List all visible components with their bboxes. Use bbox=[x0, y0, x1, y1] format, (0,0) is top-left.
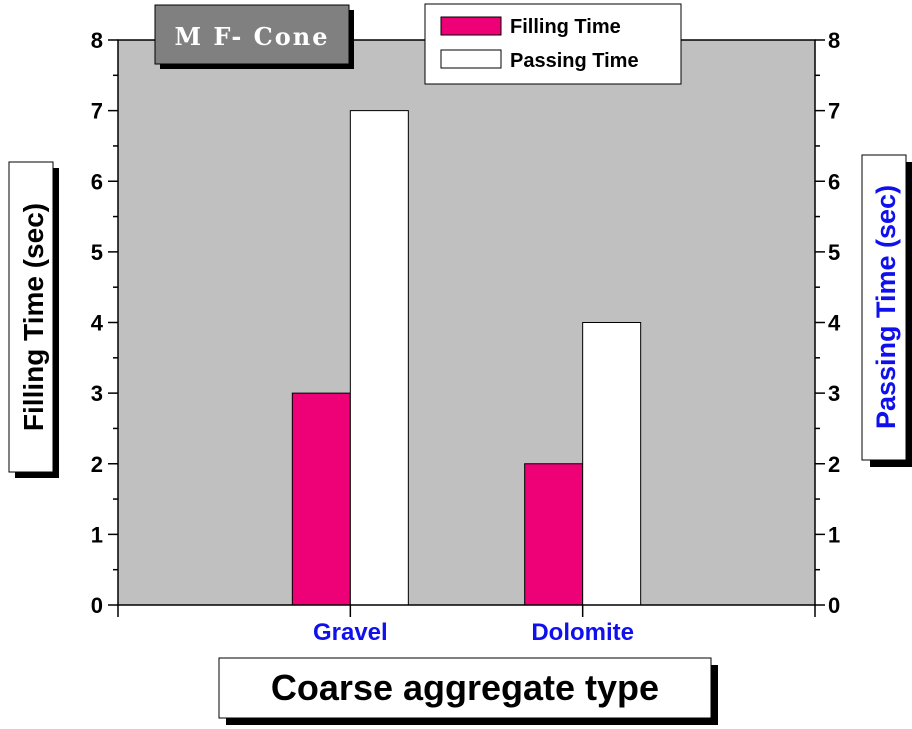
legend-swatch-passing-time bbox=[440, 49, 502, 69]
y-tick-label: 7 bbox=[91, 99, 103, 124]
legend-label-passing-time: Passing Time bbox=[510, 50, 639, 72]
y-axis-label: Filling Time (sec) bbox=[18, 203, 49, 431]
y2-tick-label: 1 bbox=[828, 522, 840, 547]
y2-tick-label: 2 bbox=[828, 452, 840, 477]
bar-filling-time-gravel bbox=[291, 392, 351, 606]
legend-label-filling-time: Filling Time bbox=[510, 16, 621, 38]
y-tick-label: 2 bbox=[91, 452, 103, 477]
y2-tick-label: 5 bbox=[828, 240, 840, 265]
y-tick-label: 1 bbox=[91, 522, 103, 547]
bar-passing-time-gravel bbox=[349, 110, 409, 606]
y-axis-label-bg bbox=[8, 161, 54, 473]
x-axis-label-box: Coarse aggregate type bbox=[218, 657, 718, 725]
x-tick-label-dolomite: Dolomite bbox=[531, 619, 634, 646]
y-tick-label: 3 bbox=[91, 381, 103, 406]
x-axis-label: Coarse aggregate type bbox=[271, 667, 659, 708]
y2-tick-label: 3 bbox=[828, 381, 840, 406]
y-tick-label: 0 bbox=[91, 593, 103, 618]
y-tick-label: 4 bbox=[91, 311, 104, 336]
y2-tick-label: 6 bbox=[828, 169, 840, 194]
y2-tick-label: 4 bbox=[828, 311, 841, 336]
bar-passing-time-dolomite bbox=[582, 322, 642, 606]
bars-group: Gravel Dolomite bbox=[291, 110, 642, 646]
bar-filling-time-dolomite bbox=[524, 463, 584, 606]
y2-axis-label: Passing Time (sec) bbox=[871, 185, 901, 429]
legend-swatch-filling-time bbox=[440, 16, 502, 36]
y-tick-label: 6 bbox=[91, 169, 103, 194]
y2-tick-label: 0 bbox=[828, 593, 840, 618]
legend: Filling Time Passing Time bbox=[424, 3, 682, 85]
plot-area bbox=[118, 40, 815, 605]
y2-axis-label-bg bbox=[861, 154, 907, 461]
y2-axis-label-box: Passing Time (sec) bbox=[861, 154, 912, 467]
chart-title: M F- Cone bbox=[174, 22, 329, 51]
title-box: M F- Cone bbox=[154, 4, 354, 69]
y-tick-label: 5 bbox=[91, 240, 103, 265]
y2-tick-label: 7 bbox=[828, 99, 840, 124]
y-axis-label-box: Filling Time (sec) bbox=[8, 161, 59, 478]
x-axis-label-bg bbox=[218, 657, 712, 719]
x-tick-label-gravel: Gravel bbox=[313, 619, 388, 646]
y-tick-label: 8 bbox=[91, 28, 103, 53]
y2-tick-label: 8 bbox=[828, 28, 840, 53]
title-box-bg bbox=[154, 4, 350, 65]
